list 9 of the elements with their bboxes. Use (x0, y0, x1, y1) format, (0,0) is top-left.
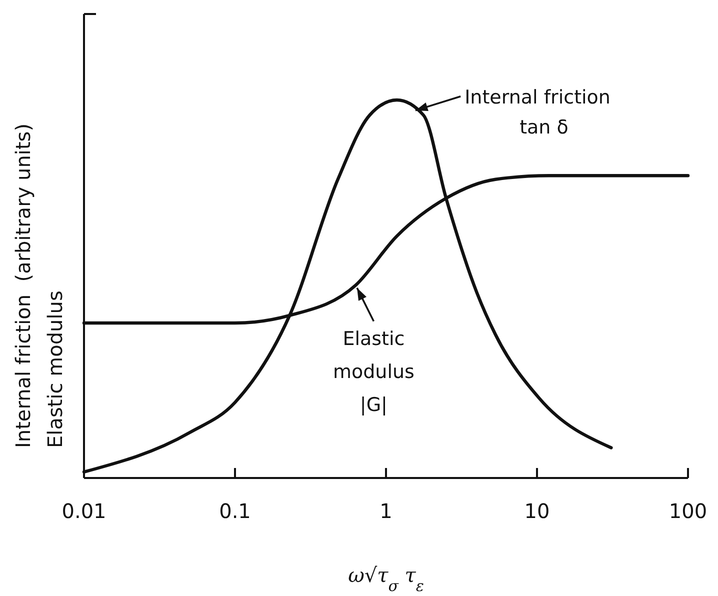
x-tick-label: 10 (524, 499, 550, 523)
y-axis-title: Internal friction (arbitrary units) Elastic modulus (11, 123, 67, 448)
x-tick-label: 1 (380, 499, 392, 523)
x-tick-label: 0.01 (62, 499, 106, 523)
x-tick-label: 0.1 (219, 499, 251, 523)
x-tick-label: 100 (668, 499, 708, 523)
annotation: Elastic modulus |G| (332, 328, 414, 416)
annotation: Internal friction tan δ (464, 86, 610, 138)
x-axis-title: ω√τ$_{σ}$ τ$_{ε}$ (348, 563, 424, 595)
